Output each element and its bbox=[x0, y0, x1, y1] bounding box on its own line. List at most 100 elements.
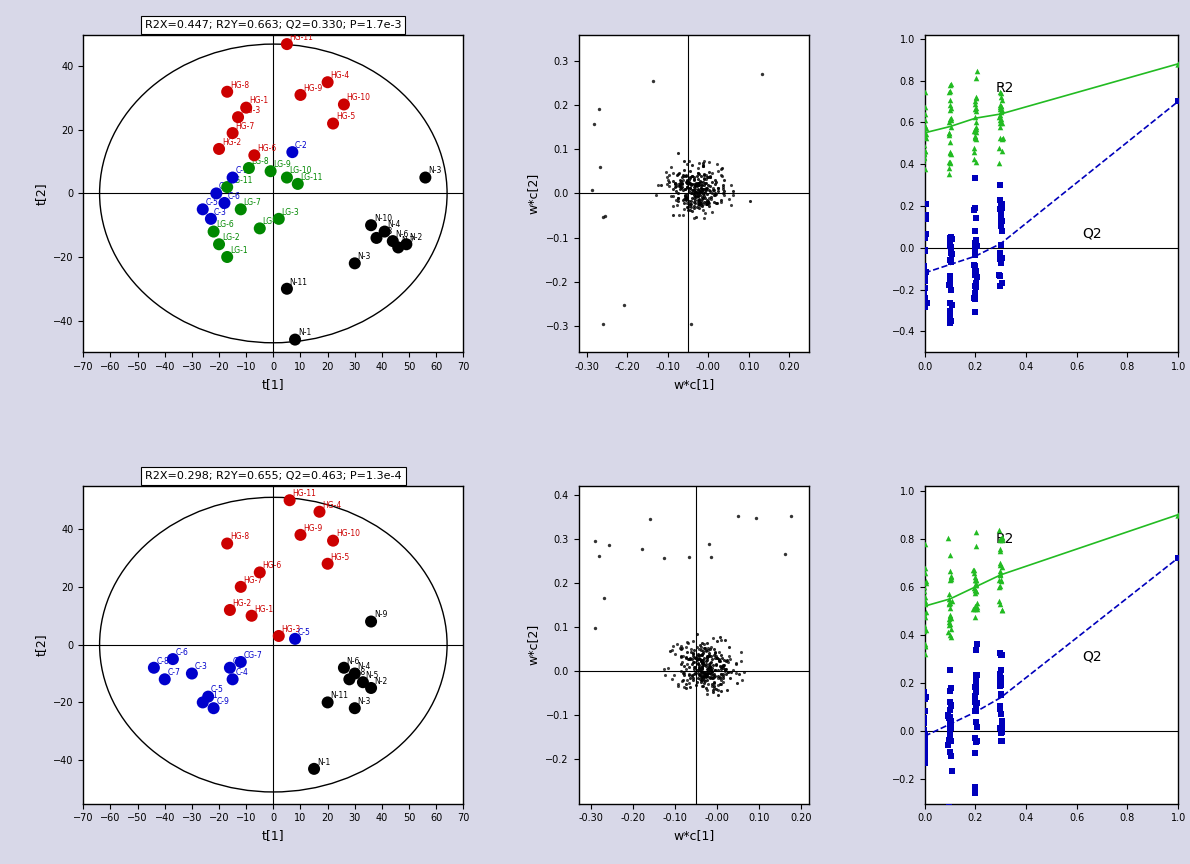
Point bbox=[719, 665, 738, 679]
Point bbox=[965, 203, 984, 217]
Point bbox=[990, 580, 1009, 594]
Point bbox=[697, 170, 716, 184]
Point bbox=[701, 192, 720, 206]
Point bbox=[672, 180, 691, 194]
Point bbox=[712, 677, 731, 691]
Point bbox=[700, 657, 719, 670]
Point bbox=[990, 568, 1009, 581]
Point bbox=[702, 175, 721, 189]
Point bbox=[941, 630, 960, 644]
Point bbox=[678, 175, 697, 188]
Point bbox=[940, 663, 959, 677]
Point bbox=[965, 704, 984, 718]
Point bbox=[965, 578, 984, 592]
Point bbox=[669, 146, 688, 160]
Point bbox=[941, 113, 960, 127]
Point bbox=[966, 280, 985, 294]
Point bbox=[671, 643, 690, 657]
Point bbox=[676, 651, 695, 664]
Point bbox=[991, 544, 1010, 558]
Point bbox=[679, 173, 699, 187]
Point bbox=[916, 227, 935, 241]
Point bbox=[688, 200, 707, 213]
Point bbox=[666, 184, 685, 198]
Point bbox=[940, 596, 959, 610]
Text: LG-7: LG-7 bbox=[244, 198, 262, 207]
Point bbox=[688, 172, 707, 186]
Point bbox=[696, 172, 715, 186]
Point bbox=[991, 113, 1010, 127]
Point bbox=[916, 622, 935, 636]
Point bbox=[719, 664, 738, 678]
Point bbox=[966, 276, 985, 289]
Point bbox=[994, 131, 1013, 145]
Point bbox=[682, 642, 701, 656]
Text: C-5: C-5 bbox=[298, 628, 311, 637]
Text: C-8: C-8 bbox=[157, 657, 169, 665]
Point bbox=[677, 200, 696, 213]
Y-axis label: t[2]: t[2] bbox=[35, 633, 48, 656]
Point bbox=[965, 563, 984, 577]
Point bbox=[940, 296, 959, 310]
Point bbox=[966, 573, 985, 587]
Point bbox=[728, 509, 747, 523]
Point bbox=[706, 651, 725, 664]
Point bbox=[967, 669, 987, 683]
Point bbox=[695, 171, 714, 185]
Point bbox=[706, 658, 725, 671]
Text: HG-2: HG-2 bbox=[233, 599, 252, 607]
Point bbox=[614, 298, 633, 312]
Point bbox=[665, 175, 684, 189]
Point bbox=[677, 673, 696, 687]
Point bbox=[668, 677, 687, 691]
Point bbox=[660, 175, 679, 189]
Point bbox=[672, 675, 691, 689]
Point bbox=[690, 183, 709, 197]
Point bbox=[746, 511, 765, 525]
Point bbox=[706, 174, 725, 187]
Point bbox=[939, 167, 958, 181]
Point bbox=[966, 125, 985, 139]
Point bbox=[693, 645, 712, 658]
Point bbox=[915, 624, 934, 638]
Point bbox=[703, 181, 722, 195]
Point bbox=[362, 681, 381, 695]
Point bbox=[699, 649, 718, 663]
Point bbox=[914, 152, 933, 166]
Point bbox=[966, 587, 985, 600]
Point bbox=[712, 651, 731, 665]
Point bbox=[683, 169, 702, 183]
Text: N-9: N-9 bbox=[374, 610, 387, 619]
Point bbox=[915, 607, 934, 620]
Point bbox=[676, 677, 695, 691]
Point bbox=[712, 662, 731, 676]
Point bbox=[940, 269, 959, 283]
Point bbox=[684, 656, 703, 670]
Point bbox=[992, 560, 1011, 574]
Point bbox=[716, 662, 735, 676]
Point bbox=[699, 666, 718, 680]
Point bbox=[684, 183, 703, 197]
Point bbox=[965, 265, 984, 279]
Point bbox=[697, 193, 716, 206]
Point bbox=[697, 668, 716, 682]
Point bbox=[915, 646, 934, 660]
Point bbox=[696, 657, 715, 670]
Point bbox=[914, 124, 933, 138]
Point bbox=[710, 671, 729, 685]
Point bbox=[685, 183, 704, 197]
Text: LG-11: LG-11 bbox=[230, 176, 252, 185]
Point bbox=[940, 711, 959, 725]
Point bbox=[966, 584, 985, 598]
Point bbox=[701, 666, 720, 680]
Point bbox=[684, 172, 703, 186]
Point bbox=[704, 675, 724, 689]
Point bbox=[674, 665, 693, 679]
Point bbox=[694, 637, 713, 651]
Point bbox=[991, 672, 1010, 686]
Point bbox=[727, 677, 746, 690]
Point bbox=[721, 198, 740, 212]
Point bbox=[687, 185, 706, 199]
Point bbox=[965, 141, 984, 155]
Point bbox=[693, 669, 712, 683]
